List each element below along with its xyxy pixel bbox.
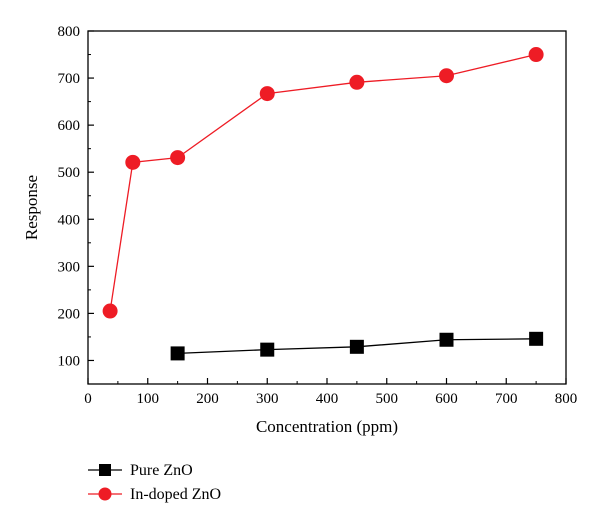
data-point-in-doped-zno — [170, 150, 186, 166]
data-point-pure-zno — [529, 331, 544, 346]
data-point-in-doped-zno — [259, 86, 275, 102]
legend: Pure ZnO In-doped ZnO — [88, 462, 221, 503]
y-tick-label: 500 — [58, 165, 81, 181]
y-tick-label: 400 — [58, 212, 81, 228]
x-tick-label: 700 — [495, 391, 518, 407]
plot-frame — [87, 30, 567, 385]
data-point-pure-zno — [349, 339, 364, 354]
x-tick-label: 300 — [256, 391, 279, 407]
x-tick-label: 800 — [555, 391, 578, 407]
y-tick-label: 600 — [58, 118, 81, 134]
y-tick-label: 100 — [58, 353, 81, 369]
x-tick-label: 400 — [316, 391, 339, 407]
data-point-pure-zno — [170, 346, 185, 361]
x-tick-label: 600 — [435, 391, 458, 407]
legend-label-pure-zno: Pure ZnO — [130, 462, 193, 479]
legend-marker-in-doped-zno — [98, 487, 112, 501]
y-tick-label: 800 — [58, 24, 81, 40]
x-tick-label: 200 — [196, 391, 219, 407]
data-point-in-doped-zno — [125, 154, 141, 170]
x-tick-label: 500 — [376, 391, 399, 407]
series-line-in-doped-zno — [109, 53, 537, 312]
data-point-pure-zno — [260, 342, 275, 357]
data-point-pure-zno — [439, 332, 454, 347]
y-axis-title: Response — [22, 175, 41, 240]
data-point-in-doped-zno — [102, 303, 118, 319]
data-point-in-doped-zno — [528, 47, 544, 63]
x-tick-label: 100 — [137, 391, 160, 407]
y-tick-label: 200 — [58, 306, 81, 322]
y-tick-label: 300 — [58, 259, 81, 275]
y-tick-label: 700 — [58, 71, 81, 87]
legend-label-in-doped-zno: In-doped ZnO — [130, 486, 221, 503]
series-layer — [102, 47, 544, 361]
y-axis: 100 200 300 400 500 600 700 800 — [58, 24, 94, 369]
x-tick-label: 0 — [84, 391, 92, 407]
x-axis-title: Concentration (ppm) — [256, 417, 398, 436]
legend-marker-pure-zno — [99, 464, 111, 476]
data-point-in-doped-zno — [349, 74, 365, 90]
x-axis: 0 100 200 300 400 500 600 700 800 — [84, 378, 577, 407]
data-point-in-doped-zno — [439, 68, 454, 84]
